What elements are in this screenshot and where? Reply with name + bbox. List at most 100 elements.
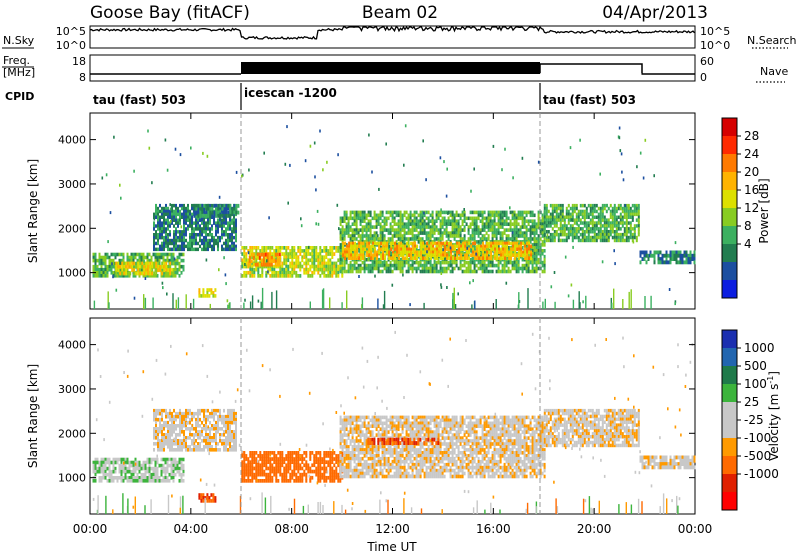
power-cell (181, 244, 183, 249)
power-cell (303, 261, 306, 266)
power-cell (451, 210, 454, 215)
power-cell (153, 233, 155, 237)
power-cell (437, 257, 440, 262)
power-cell (524, 253, 527, 257)
power-cell (585, 224, 588, 228)
power-cell (477, 216, 480, 221)
power-cell (513, 225, 516, 229)
power-cell (593, 203, 596, 208)
power-cell (543, 257, 546, 262)
power-cell (251, 255, 254, 259)
power-cell (503, 210, 506, 215)
power-cell (114, 274, 117, 278)
power-cell (172, 267, 175, 272)
power-cell (357, 210, 360, 215)
power-cell (104, 264, 107, 269)
power-cell (161, 209, 163, 214)
power-cell (287, 258, 290, 263)
power-cell (209, 238, 211, 243)
power-cell (406, 250, 409, 255)
power-cell (503, 222, 506, 226)
power-cell (285, 270, 288, 275)
power-cell (396, 244, 399, 249)
power-cell (414, 253, 417, 257)
power-cell (494, 250, 497, 255)
power-noise-point (636, 165, 638, 169)
power-cell (191, 233, 193, 237)
power-noise-point (169, 203, 171, 207)
velocity-cell (215, 436, 217, 440)
power-cell (201, 213, 204, 218)
velocity-cell (124, 460, 127, 465)
power-cell (297, 246, 300, 250)
power-cell (476, 250, 479, 255)
power-cell (401, 240, 404, 244)
power-cell (681, 260, 684, 265)
power-cell (397, 219, 400, 223)
power-cell (587, 203, 590, 208)
power-cell (463, 225, 466, 229)
velocity-cell (191, 427, 193, 431)
power-cell (530, 253, 533, 257)
power-cell (342, 253, 345, 257)
power-cell (407, 260, 410, 265)
power-noise-point (206, 154, 209, 158)
power-cell (435, 228, 438, 232)
power-cell (164, 258, 167, 263)
power-cell (415, 216, 418, 221)
power-cell (545, 218, 548, 222)
power-cell (431, 213, 434, 218)
power-cell (435, 263, 438, 268)
power-cell (515, 216, 518, 221)
power-cell (623, 215, 626, 219)
power-cell (521, 225, 524, 229)
velocity-cell (179, 439, 181, 443)
power-cell (193, 235, 195, 240)
power-cell (354, 241, 357, 246)
power-cell (537, 234, 540, 238)
power-cell (209, 244, 211, 249)
power-cell (100, 261, 103, 266)
power-cell (539, 249, 542, 253)
power-cell (439, 266, 442, 271)
power-cell (323, 274, 326, 278)
power-cell (311, 258, 314, 263)
power-cell (104, 274, 107, 278)
velocity-cell (153, 414, 155, 419)
power-cell (425, 231, 428, 235)
power-cell (353, 237, 356, 241)
power-cell (571, 238, 574, 243)
velocity-cell (140, 463, 143, 468)
power-cell (313, 252, 316, 256)
power-cell (629, 227, 632, 231)
velocity-cell (148, 463, 151, 468)
power-cell (185, 212, 187, 217)
power-cell (417, 234, 420, 238)
velocity-cell (219, 411, 221, 416)
power-cell (379, 231, 382, 235)
velocity-cell (211, 408, 213, 413)
power-cell (385, 228, 388, 232)
velocity-cell (159, 430, 161, 434)
power-cell (673, 253, 676, 258)
power-cell (276, 256, 279, 260)
power-cell (693, 250, 696, 255)
velocity-cell (199, 430, 201, 434)
velocity-cell (102, 472, 105, 477)
power-cell (425, 216, 428, 221)
power-cell (505, 260, 508, 265)
velocity-cell (215, 445, 217, 449)
power-cell (94, 252, 97, 257)
power-cell (633, 230, 636, 234)
power-cell (437, 210, 440, 215)
power-cell (428, 253, 431, 257)
velocity-cell (199, 417, 201, 422)
power-cell (351, 266, 354, 271)
power-cell (352, 241, 355, 246)
power-cell (569, 232, 572, 237)
velocity-cell (213, 414, 215, 419)
velocity-cell (108, 457, 111, 462)
power-cell (496, 250, 499, 255)
power-cell (331, 270, 334, 275)
power-cell (369, 269, 372, 274)
